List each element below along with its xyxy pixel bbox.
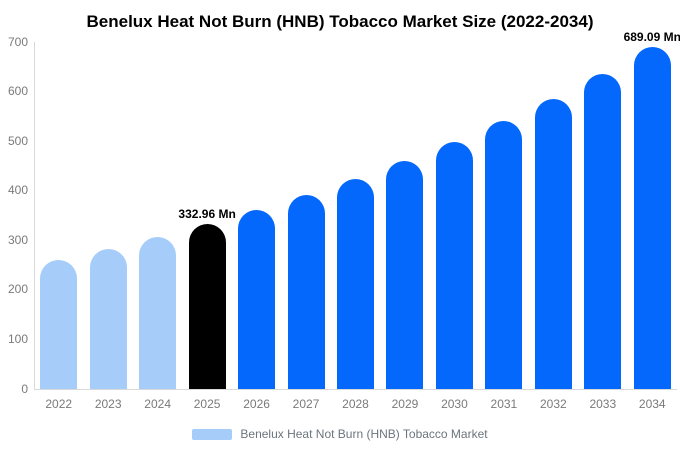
x-tick-2027: 2027 [292, 397, 320, 411]
bar-2034[interactable] [633, 47, 671, 389]
x-tick-2029: 2029 [391, 397, 419, 411]
y-tick-100: 100 [7, 331, 28, 346]
bar-2033[interactable] [584, 73, 622, 389]
bar-2024[interactable] [139, 236, 177, 389]
y-tick-600: 600 [7, 84, 28, 99]
annotation-2025: 332.96 Mn [178, 206, 236, 221]
bar-2022[interactable] [40, 259, 78, 389]
y-tick-500: 500 [7, 133, 28, 148]
x-tick-2024: 2024 [144, 397, 171, 411]
y-axis-line [34, 42, 35, 389]
legend-swatch[interactable] [192, 428, 233, 440]
bar-2027[interactable] [287, 195, 325, 389]
x-tick-2023: 2023 [94, 397, 122, 411]
bar-2026[interactable] [238, 210, 276, 389]
y-tick-300: 300 [7, 232, 28, 247]
bar-2032[interactable] [534, 98, 572, 389]
legend: Benelux Heat Not Burn (HNB) Tobacco Mark… [0, 426, 680, 442]
x-tick-2028: 2028 [342, 397, 369, 411]
bar-2025[interactable] [188, 223, 226, 389]
x-tick-2026: 2026 [243, 397, 270, 411]
y-tick-400: 400 [7, 183, 28, 198]
x-tick-2033: 2033 [589, 397, 617, 411]
bar-2031[interactable] [485, 120, 523, 389]
chart-title: Benelux Heat Not Burn (HNB) Tobacco Mark… [86, 12, 594, 31]
x-axis-line [34, 389, 677, 390]
x-tick-2032: 2032 [539, 397, 567, 411]
bar-2023[interactable] [89, 248, 127, 389]
legend-label[interactable]: Benelux Heat Not Burn (HNB) Tobacco Mark… [240, 427, 488, 441]
bar-2028[interactable] [337, 178, 374, 389]
y-tick-700: 700 [7, 34, 28, 49]
x-tick-2030: 2030 [441, 397, 468, 411]
x-tick-2022: 2022 [45, 397, 73, 411]
y-tick-200: 200 [7, 282, 28, 297]
bar-2029[interactable] [386, 160, 424, 389]
x-tick-2031: 2031 [490, 397, 518, 411]
annotation-2034: 689.09 Mn [623, 30, 680, 45]
x-tick-2025: 2025 [193, 397, 221, 411]
x-tick-2034: 2034 [638, 397, 666, 411]
y-tick-0: 0 [21, 381, 28, 396]
bar-2030[interactable] [435, 141, 473, 389]
